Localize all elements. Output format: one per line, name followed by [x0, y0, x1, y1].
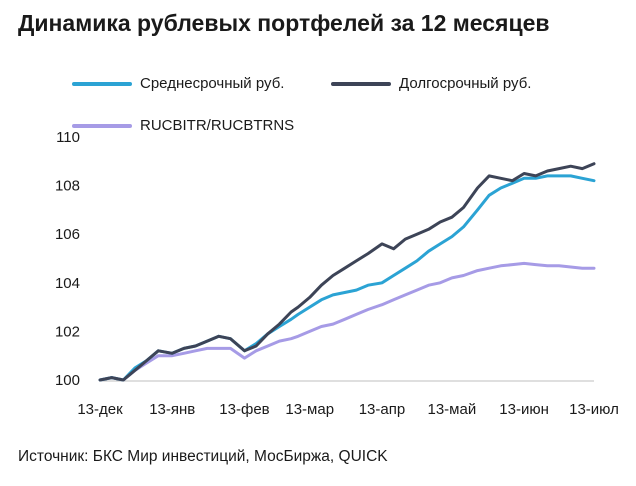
y-tick-label: 102 — [55, 323, 80, 340]
source-note: Источник: БКС Мир инвестиций, МосБиржа, … — [18, 448, 388, 465]
x-tick-label: 13-май — [427, 401, 476, 418]
legend-swatch-index — [72, 123, 132, 128]
y-tick-label: 106 — [55, 226, 80, 243]
legend: Среднесрочный руб. Долгосрочный руб. RUC… — [0, 0, 636, 140]
legend-label-medium: Среднесрочный руб. — [140, 75, 285, 92]
x-tick-label: 13-янв — [149, 401, 195, 418]
legend-item-medium: Среднесрочный руб. — [72, 75, 284, 92]
x-tick-label: 13-мар — [285, 401, 334, 418]
line-chart: 100 102 104 106 108 110 13-дек 13-янв 13-фев 13-м… — [55, 129, 619, 418]
legend-item-index: RUCBITR/RUCBTRNS — [72, 117, 294, 134]
legend-item-long: Долгосрочный руб. — [331, 75, 531, 92]
series-line-1 — [98, 162, 596, 382]
x-tick-label: 13-дек — [77, 401, 123, 418]
legend-swatch-medium — [72, 81, 132, 86]
x-tick-label: 13-июл — [569, 401, 619, 418]
series-line-0 — [98, 174, 596, 382]
y-tick-label: 100 — [55, 372, 80, 389]
y-tick-label: 104 — [55, 275, 80, 292]
series-line-2 — [98, 261, 596, 382]
x-tick-label: 13-фев — [219, 401, 269, 418]
legend-label-index: RUCBITR/RUCBTRNS — [140, 117, 295, 134]
x-tick-label: 13-июн — [499, 401, 549, 418]
legend-swatch-long — [331, 81, 391, 86]
chart-title: Динамика рублевых портфелей за 12 месяце… — [18, 10, 550, 36]
legend-label-long: Долгосрочный руб. — [399, 75, 532, 92]
x-tick-label: 13-апр — [359, 401, 406, 418]
y-tick-label: 108 — [55, 178, 80, 195]
y-tick-label: 110 — [56, 129, 80, 146]
